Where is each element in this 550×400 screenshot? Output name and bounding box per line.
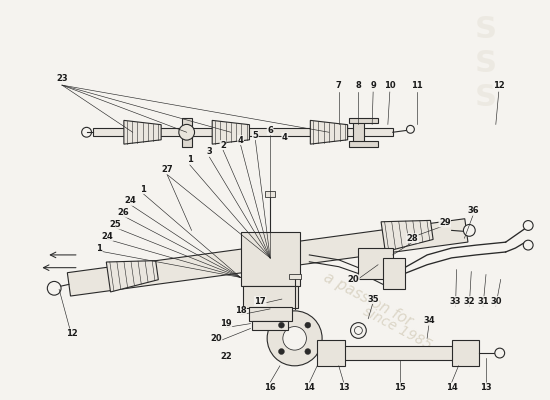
- FancyBboxPatch shape: [452, 340, 479, 366]
- Bar: [241, 232, 300, 286]
- Text: 10: 10: [384, 81, 395, 90]
- Text: S
S
S: S S S: [475, 16, 497, 112]
- Circle shape: [355, 326, 362, 334]
- Bar: [249, 307, 292, 321]
- Text: 3: 3: [206, 147, 212, 156]
- Text: 5: 5: [252, 131, 258, 140]
- Polygon shape: [349, 141, 378, 147]
- Text: 22: 22: [220, 352, 232, 360]
- Bar: [265, 191, 275, 197]
- Bar: [383, 258, 405, 289]
- Text: 6: 6: [267, 126, 273, 135]
- Text: 34: 34: [424, 316, 435, 325]
- Text: 29: 29: [439, 218, 450, 227]
- Polygon shape: [353, 120, 364, 144]
- Circle shape: [278, 322, 284, 328]
- Circle shape: [350, 323, 366, 338]
- Text: 27: 27: [161, 165, 173, 174]
- Polygon shape: [94, 128, 393, 136]
- Text: 7: 7: [336, 81, 342, 90]
- Text: 18: 18: [235, 306, 246, 315]
- Text: 12: 12: [493, 81, 505, 90]
- Text: 35: 35: [367, 294, 379, 304]
- Bar: [243, 286, 298, 308]
- Circle shape: [305, 348, 311, 354]
- Text: 23: 23: [56, 74, 68, 83]
- Text: 9: 9: [370, 81, 376, 90]
- Polygon shape: [124, 120, 161, 144]
- Text: 24: 24: [101, 232, 113, 241]
- Polygon shape: [349, 118, 378, 124]
- Text: 4: 4: [238, 136, 244, 145]
- Text: 25: 25: [109, 220, 121, 229]
- Circle shape: [406, 125, 414, 133]
- Circle shape: [523, 240, 533, 250]
- Text: 13: 13: [338, 383, 349, 392]
- Circle shape: [495, 348, 505, 358]
- Polygon shape: [67, 219, 468, 296]
- Text: 14: 14: [304, 383, 315, 392]
- Text: 32: 32: [464, 296, 475, 306]
- Text: 12: 12: [66, 329, 78, 338]
- Polygon shape: [381, 220, 433, 252]
- Text: since 1985: since 1985: [361, 304, 434, 352]
- Circle shape: [179, 124, 195, 140]
- Polygon shape: [212, 120, 250, 144]
- Text: 19: 19: [220, 319, 232, 328]
- Text: 11: 11: [411, 81, 423, 90]
- Text: 20: 20: [210, 334, 222, 343]
- Text: 13: 13: [480, 383, 492, 392]
- Text: 17: 17: [255, 296, 266, 306]
- Text: 20: 20: [348, 275, 359, 284]
- Circle shape: [283, 326, 306, 350]
- Text: 1: 1: [96, 244, 102, 252]
- Text: 14: 14: [446, 383, 458, 392]
- Circle shape: [278, 348, 284, 354]
- Bar: [359, 248, 393, 280]
- Text: 4: 4: [282, 133, 288, 142]
- Circle shape: [464, 224, 475, 236]
- Text: 30: 30: [490, 296, 502, 306]
- Circle shape: [47, 282, 61, 295]
- Text: 26: 26: [117, 208, 129, 217]
- Polygon shape: [310, 120, 348, 144]
- Text: 8: 8: [355, 81, 361, 90]
- Text: 15: 15: [394, 383, 405, 392]
- Circle shape: [523, 220, 533, 230]
- Text: 1: 1: [140, 185, 145, 194]
- Text: 31: 31: [477, 296, 489, 306]
- Circle shape: [305, 322, 311, 328]
- Circle shape: [81, 127, 91, 137]
- Text: 28: 28: [406, 234, 418, 243]
- Bar: [289, 274, 300, 280]
- Text: 2: 2: [220, 140, 226, 150]
- Text: 36: 36: [468, 206, 479, 215]
- Bar: [252, 321, 288, 330]
- Polygon shape: [106, 261, 158, 292]
- Text: a passion for: a passion for: [321, 269, 415, 329]
- Circle shape: [267, 311, 322, 366]
- Text: 16: 16: [264, 383, 276, 392]
- Text: 24: 24: [125, 196, 136, 206]
- Text: 33: 33: [450, 296, 461, 306]
- Text: 1: 1: [186, 155, 192, 164]
- Polygon shape: [182, 118, 191, 147]
- FancyBboxPatch shape: [317, 340, 345, 366]
- Polygon shape: [324, 346, 476, 360]
